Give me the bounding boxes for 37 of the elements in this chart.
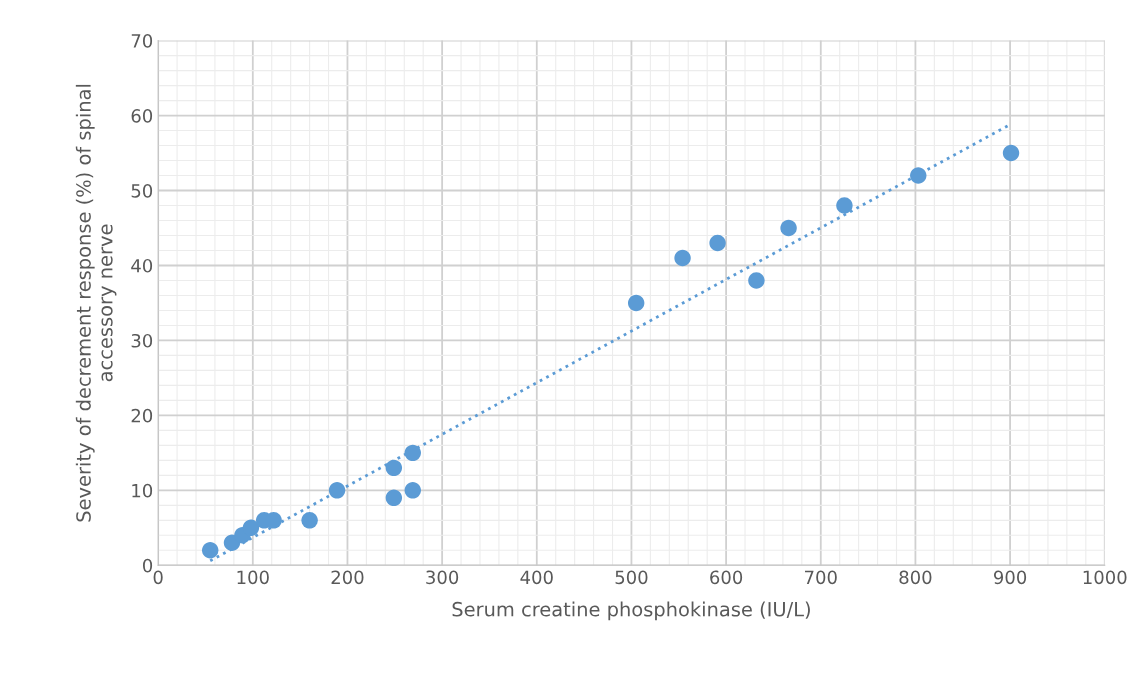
- point: [748, 272, 765, 289]
- point: [836, 197, 853, 214]
- point: [709, 234, 726, 252]
- x-tick-label: 400: [520, 570, 553, 585]
- point: [242, 519, 260, 537]
- y-tick-label: 10: [132, 483, 153, 498]
- point: [627, 294, 645, 312]
- x-tick-label: 1000: [1083, 570, 1127, 585]
- y-tick-label: 60: [131, 109, 153, 123]
- y-tick-label: 70: [131, 34, 153, 48]
- x-tick-label: 900: [993, 570, 1027, 585]
- x-tick-label: 500: [615, 570, 648, 585]
- y-tick-label: 20: [131, 408, 153, 423]
- y-axis-title: Severity of decrement response (%) of spinal accessory nerve: [75, 84, 117, 522]
- x-tick-label: 0: [153, 570, 163, 585]
- x-tick-label: 800: [899, 570, 932, 585]
- point: [201, 542, 219, 559]
- x-tick-label: 300: [426, 570, 459, 585]
- y-tick-label: 0: [142, 558, 153, 573]
- point: [674, 249, 691, 267]
- point: [301, 512, 318, 529]
- x-tick-label: 600: [710, 570, 743, 585]
- x-tick-label: 100: [237, 570, 269, 585]
- point: [780, 219, 797, 237]
- point: [385, 489, 403, 507]
- y-tick-label: 50: [131, 183, 153, 198]
- y-tick-label: 40: [131, 258, 153, 273]
- point: [328, 482, 346, 499]
- y-tick-label: 30: [131, 333, 153, 348]
- x-axis-title: Serum creatine phosphokinase (IU/L): [452, 601, 810, 621]
- point: [404, 482, 421, 499]
- x-tick-label: 200: [331, 570, 364, 585]
- point: [910, 167, 927, 184]
- x-tick-label: 700: [805, 570, 837, 585]
- point: [385, 459, 403, 477]
- point: [1002, 144, 1020, 162]
- point: [404, 444, 421, 462]
